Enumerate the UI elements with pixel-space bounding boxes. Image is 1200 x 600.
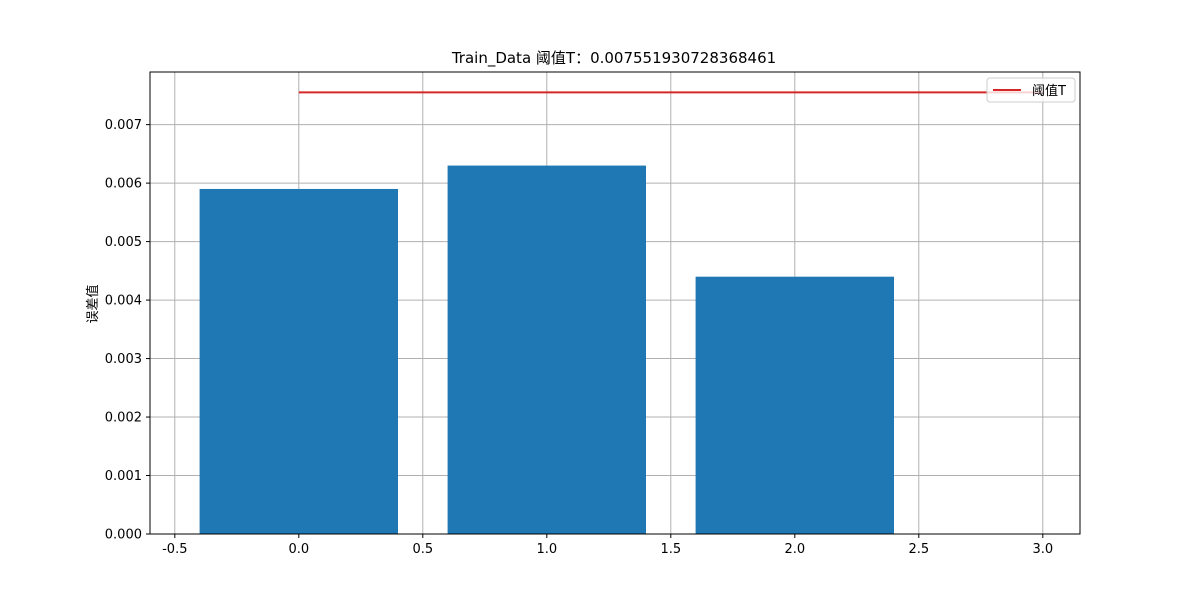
x-tick-label: 3.0: [1032, 542, 1053, 557]
chart-title: Train_Data 阈值T：0.007551930728368461: [451, 49, 776, 68]
bar-1: [447, 165, 646, 534]
y-tick-label: 0.000: [105, 528, 142, 543]
plot-frame: [149, 71, 1081, 535]
x-tick-label: 2.5: [908, 542, 929, 557]
legend: 阈值T: [986, 77, 1076, 103]
y-axis-label: 误差值: [85, 284, 101, 323]
y-tick-label: 0.002: [105, 411, 142, 426]
y-tick-label: 0.006: [105, 177, 142, 192]
y-tick-label: 0.003: [105, 352, 142, 367]
bar-0: [199, 188, 398, 534]
x-tick-label: 0.0: [288, 542, 309, 557]
x-tick-label: 1.5: [660, 542, 681, 557]
x-tick-label: 0.5: [412, 542, 433, 557]
x-tick-label: 2.0: [784, 542, 805, 557]
x-tick-label: -0.5: [162, 542, 187, 557]
bar-2: [695, 276, 894, 534]
y-tick-label: 0.004: [105, 294, 142, 309]
y-tick-label: 0.007: [105, 118, 142, 133]
bars: [199, 165, 894, 534]
y-tick-label: 0.005: [105, 235, 142, 250]
y-axis-ticks: 0.000 0.001 0.002 0.003 0.004 0.005 0.006 0.007: [105, 118, 150, 543]
x-axis-ticks: -0.5 0.0 0.5 1.0 1.5 2.0 2.5 3.0: [162, 534, 1053, 557]
x-tick-label: 1.0: [536, 542, 557, 557]
legend-box: [986, 77, 1076, 103]
legend-threshold-label: 阈值T: [1032, 83, 1066, 99]
y-tick-label: 0.001: [105, 469, 142, 484]
